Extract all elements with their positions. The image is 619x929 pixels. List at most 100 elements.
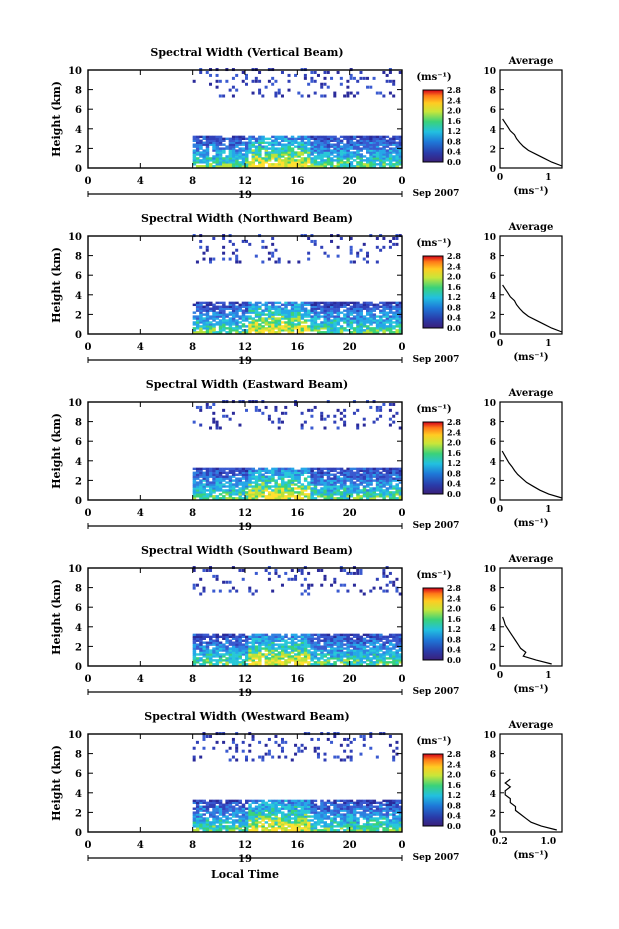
heatmap-cell <box>245 649 249 652</box>
heatmap-cell <box>228 803 233 806</box>
heatmap-cell <box>222 821 226 824</box>
heatmap-cell <box>215 149 220 152</box>
heatmap-cell <box>238 823 242 826</box>
heatmap-cell <box>218 469 223 473</box>
heatmap-cell <box>284 301 288 305</box>
heatmap-cell <box>313 311 318 314</box>
heatmap-cell <box>339 317 344 320</box>
profile-frame <box>499 69 563 169</box>
heatmap-cell <box>287 323 292 326</box>
heatmap-cell <box>231 165 236 168</box>
heatmap-cell <box>202 141 206 144</box>
heatmap-cell <box>212 155 216 158</box>
heatmap-cell <box>245 647 249 650</box>
heatmap-cell <box>349 491 354 494</box>
heatmap-cell <box>261 483 265 486</box>
heatmap-cell <box>218 139 223 142</box>
heatmap-cell <box>313 803 318 806</box>
heatmap-cell <box>202 655 206 658</box>
heatmap-cell <box>366 477 370 480</box>
heatmap-cell <box>264 475 269 478</box>
heatmap-cell <box>205 70 209 74</box>
heatmap-cell <box>284 305 288 308</box>
heatmap-cell <box>339 807 344 810</box>
heatmap-cell <box>303 811 308 814</box>
heatmap-cell <box>366 331 370 334</box>
heatmap-cell <box>261 321 265 324</box>
heatmap-cell <box>218 641 223 644</box>
heatmap-cell <box>333 317 337 320</box>
heatmap-cell <box>264 647 269 650</box>
heatmap-cell <box>195 327 200 330</box>
heatmap-cell <box>267 321 272 324</box>
heatmap-cell <box>258 483 262 486</box>
heatmap-cell <box>215 645 220 648</box>
heatmap-cell <box>382 473 386 476</box>
heatmap-cell <box>297 165 301 168</box>
heatmap-cell <box>349 817 354 820</box>
heatmap-cell <box>209 657 213 660</box>
heatmap-cell <box>225 811 229 814</box>
heatmap-cell <box>316 568 320 572</box>
heatmap-cell <box>192 758 196 762</box>
heatmap-cell <box>287 317 292 320</box>
heatmap-cell <box>228 641 233 644</box>
heatmap-cell <box>316 495 321 498</box>
heatmap-cell <box>192 821 197 824</box>
heatmap-cell <box>307 819 311 822</box>
heatmap-cell <box>231 311 236 314</box>
heatmap-cell <box>307 151 311 154</box>
heatmap-cell <box>261 809 265 812</box>
heatmap-cell <box>241 485 246 488</box>
heatmap-cell <box>313 471 318 474</box>
heatmap-cell <box>339 485 344 488</box>
heatmap-cell <box>356 639 360 642</box>
heatmap-cell <box>359 141 363 144</box>
heatmap-cell <box>382 568 386 572</box>
heatmap-cell <box>287 801 292 805</box>
heatmap-cell <box>352 805 357 808</box>
heatmap-cell <box>356 571 360 575</box>
heatmap-cell <box>235 758 239 762</box>
heatmap-cell <box>258 165 262 168</box>
heatmap-cell <box>274 91 278 95</box>
heatmap-cell <box>280 313 285 316</box>
heatmap-cell <box>290 325 295 328</box>
heatmap-cell <box>369 139 373 142</box>
heatmap-cell <box>343 647 347 650</box>
heatmap-cell <box>215 811 220 814</box>
heatmap-cell <box>316 467 321 471</box>
heatmap-cell <box>271 469 275 473</box>
heatmap-cell <box>199 311 203 314</box>
heatmap-cell <box>202 323 206 326</box>
heatmap-cell <box>271 801 275 805</box>
heatmap-cell <box>192 79 196 83</box>
heatmap-cell <box>346 479 350 482</box>
heatmap-cell <box>382 153 386 156</box>
x-tick-label: 16 <box>290 176 304 187</box>
heatmap-cell <box>339 633 344 637</box>
heatmap-cell <box>369 315 373 318</box>
heatmap-cell <box>251 659 256 662</box>
heatmap-cell <box>195 657 200 660</box>
heatmap-cell <box>222 313 226 316</box>
heatmap-cell <box>241 331 246 334</box>
heatmap-cell <box>290 568 294 572</box>
heatmap-cell <box>300 571 304 575</box>
heatmap-cell <box>248 481 252 484</box>
heatmap-cell <box>205 143 210 146</box>
heatmap-cell <box>202 805 206 808</box>
heatmap-cell <box>202 825 206 828</box>
heatmap-cell <box>248 311 252 314</box>
heatmap-cell <box>362 653 367 656</box>
heatmap-cell <box>307 651 311 654</box>
heatmap-cell <box>258 807 262 810</box>
heatmap-cell <box>231 411 235 415</box>
heatmap-cell <box>222 323 226 326</box>
heatmap-cell <box>228 149 233 152</box>
heatmap-cell <box>267 315 272 318</box>
heatmap-cell <box>248 641 252 644</box>
heatmap-cell <box>218 645 223 648</box>
heatmap-cell <box>330 481 334 484</box>
heatmap-cell <box>326 489 331 492</box>
